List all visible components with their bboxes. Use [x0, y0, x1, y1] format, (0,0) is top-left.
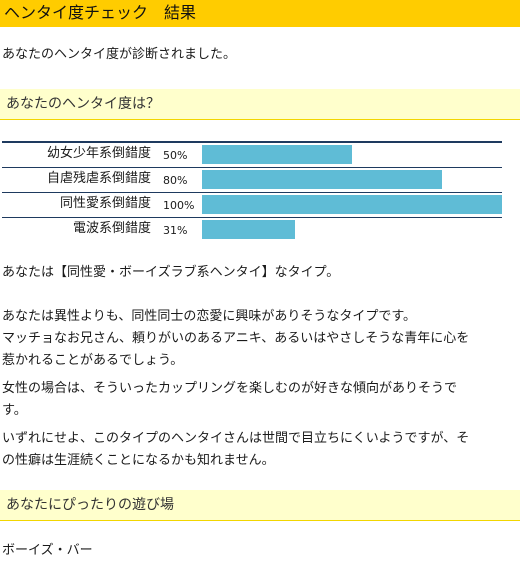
section-heading: あなたにぴったりの遊び場 [6, 497, 174, 513]
description-line: いずれにせよ、このタイプのヘンタイさんは世間で目立ちにくいようですが、そ [2, 431, 470, 446]
category-label: 自虐残虐系倒錯度 [46, 171, 151, 186]
description-line: の性癖は生涯続くことになるかも知れません。 [2, 453, 275, 468]
section-your-hentai-level: あなたのヘンタイ度は？ [0, 89, 520, 120]
category-label: 電波系倒錯度 [72, 221, 151, 236]
description-line: 惹かれることがあるでしょう。 [2, 353, 184, 368]
value-label: 31% [163, 224, 188, 237]
description-line: あなたは異性よりも、同性同士の恋愛に興味がありそうなタイプです。 [2, 309, 417, 324]
bar [202, 195, 502, 214]
chart-top-rule [2, 141, 502, 143]
bar [202, 220, 295, 239]
chart-row: 自虐残虐系倒錯度 80% [2, 168, 502, 193]
page-title: ヘンタイ度チェック 結果 [4, 3, 197, 22]
category-label: 同性愛系倒錯度 [59, 196, 151, 211]
value-label: 80% [163, 174, 188, 187]
result-type-line: あなたは【同性愛・ボーイズラブ系ヘンタイ】なタイプ。 [2, 265, 340, 280]
chart-row: 幼女少年系倒錯度 50% [2, 143, 502, 168]
section-heading: あなたのヘンタイ度は？ [6, 96, 160, 112]
category-label: 幼女少年系倒錯度 [46, 146, 151, 161]
chart-row: 電波系倒錯度 31% [2, 218, 502, 242]
title-bar: ヘンタイ度チェック 結果 [0, 0, 520, 27]
description-line: マッチョなお兄さん、頼りがいのあるアニキ、あるいはやさしそうな青年に心を [2, 331, 470, 346]
description-line: 女性の場合は、そういったカップリングを楽しむのが好きな傾向がありそうで [2, 381, 458, 396]
chart-row: 同性愛系倒錯度 100% [2, 193, 502, 218]
section-ideal-place: あなたにぴったりの遊び場 [0, 490, 520, 521]
value-label: 100% [163, 199, 195, 212]
description-line: す。 [2, 403, 27, 418]
perversion-bar-chart: 幼女少年系倒錯度 50% 自虐残虐系倒錯度 80% 同性愛系倒錯度 100% 電波系倒錯度 3… [2, 141, 502, 241]
ideal-place-text: ボーイズ・バー [2, 543, 93, 558]
intro-text: あなたのヘンタイ度が診断されました。 [2, 47, 237, 62]
bar [202, 145, 352, 164]
value-label: 50% [163, 149, 188, 162]
bar [202, 170, 442, 189]
